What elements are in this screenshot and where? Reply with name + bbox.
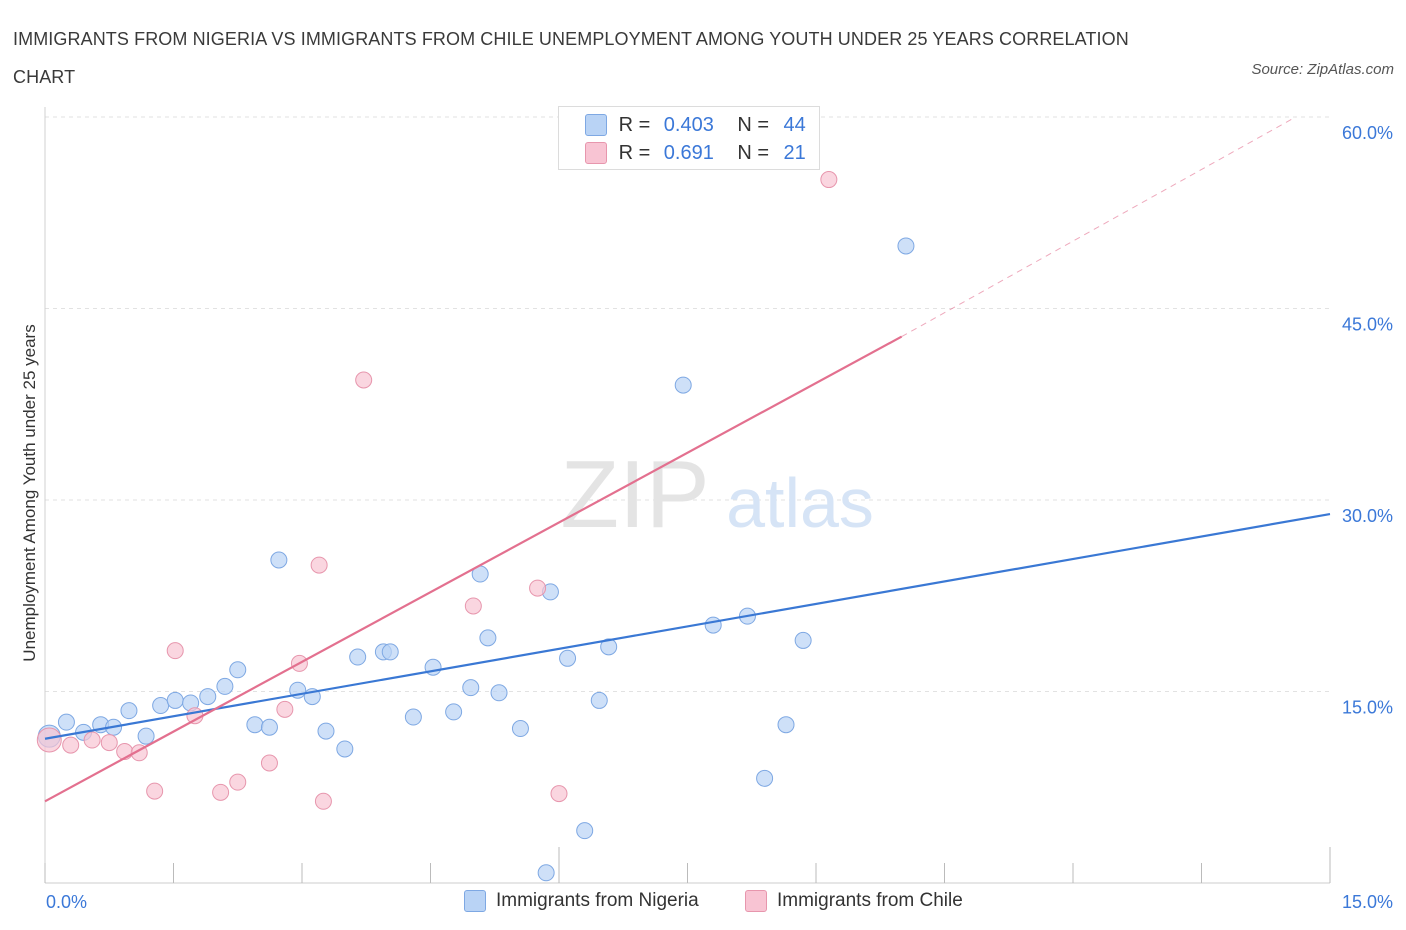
nigeria-point [479,629,497,647]
legend-label-chile: Immigrants from Chile [777,890,963,911]
nigeria-point [462,679,480,697]
chile-point [355,371,373,389]
watermark-atlas: atlas [726,464,874,542]
stats-legend: R = 0.403 N = 44 R = 0.691 N = 21 [558,106,820,170]
nigeria-point [704,616,722,634]
y-tick-label: 15.0% [1342,698,1393,718]
r-value: 0.691 [663,141,714,164]
nigeria-point [537,864,555,882]
r-label: R = [618,113,651,136]
nigeria-legend-swatch [464,889,486,912]
nigeria-point [674,376,692,394]
nigeria-point [756,769,774,787]
nigeria-point [260,718,278,736]
chile-point [260,754,278,772]
nigeria-point [511,720,529,738]
chile-point [146,782,164,800]
source-label: Source: ZipAtlas.com [1251,61,1394,78]
r-value: 0.403 [663,113,714,136]
nigeria-point [166,691,184,709]
chile-point [62,736,80,754]
nigeria-point [349,648,367,666]
chile-trendline-extension [901,116,1296,338]
nigeria-point [897,237,915,255]
nigeria-point [576,822,594,840]
nigeria-point [137,727,155,745]
nigeria-swatch [585,113,607,136]
nigeria-point [559,649,577,667]
nigeria-point [246,716,264,734]
chile-point [310,556,328,574]
n-label: N = [737,141,770,164]
nigeria-point [777,716,795,734]
chile-point [464,597,482,615]
x-tick-label: 15.0% [1342,892,1393,912]
y-tick-label: 45.0% [1342,315,1393,335]
chile-swatch [585,141,607,164]
n-value: 44 [783,113,806,136]
chile-point [314,792,332,810]
chile-point [820,171,838,189]
n-label: N = [737,113,770,136]
chile-point [212,783,230,801]
chile-point [229,773,247,791]
chile-point [276,700,294,718]
y-tick-label: 60.0% [1342,123,1393,143]
nigeria-point [600,638,618,656]
chile-point [550,785,568,803]
chile-point [36,727,62,753]
legend-label-nigeria: Immigrants from Nigeria [496,890,699,911]
nigeria-point [120,702,138,720]
legend-item-chile: Immigrants from Chile [745,888,963,914]
nigeria-point [216,677,234,695]
nigeria-point [199,688,217,706]
stats-row-nigeria: R = 0.403 N = 44 [585,111,815,137]
r-label: R = [618,141,651,164]
stats-row-chile: R = 0.691 N = 21 [585,139,815,165]
nigeria-point [317,722,335,740]
nigeria-point [381,643,399,661]
nigeria-trendline [44,512,1331,740]
nigeria-point [490,684,508,702]
watermark-zip: ZIP [560,441,709,548]
nigeria-point [445,703,463,721]
chile-trendline [44,335,903,803]
legend-item-nigeria: Immigrants from Nigeria [464,888,699,914]
nigeria-point [404,708,422,726]
chile-point [83,731,101,749]
y-tick-label: 30.0% [1342,506,1393,526]
nigeria-point [270,551,288,569]
chile-point [100,734,118,752]
nigeria-point [57,713,75,731]
nigeria-point [794,631,812,649]
nigeria-point [229,661,247,679]
nigeria-point [336,740,354,758]
chile-point [529,579,547,597]
n-value: 21 [783,141,806,164]
nigeria-point [590,691,608,709]
chile-legend-swatch [745,889,767,912]
nigeria-point [152,697,170,715]
chile-point [166,642,184,660]
x-tick-label: 0.0% [46,892,87,912]
chart-title: IMMIGRANTS FROM NIGERIA VS IMMIGRANTS FR… [13,29,1129,87]
